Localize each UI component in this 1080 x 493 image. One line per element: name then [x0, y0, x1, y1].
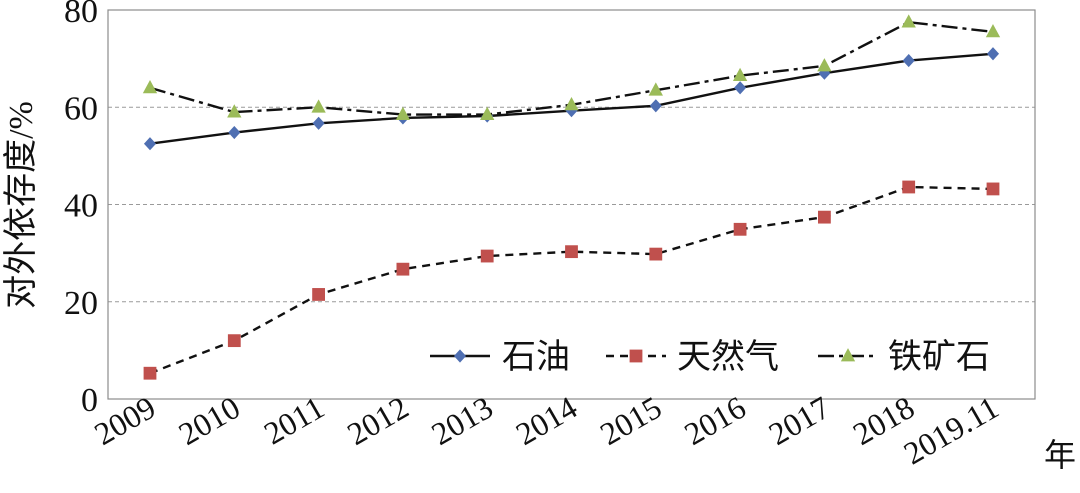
legend-label: 天然气: [677, 338, 779, 376]
data-point: [480, 249, 494, 263]
data-point: [986, 47, 1000, 61]
data-point: [564, 96, 579, 111]
data-point: [734, 81, 747, 95]
data-point: [986, 182, 1000, 196]
y-tick-label: 40: [64, 188, 98, 225]
data-point: [733, 222, 747, 236]
data-point: [818, 210, 831, 224]
data-point: [565, 245, 578, 259]
x-tick-label: 2019.11: [897, 389, 1004, 472]
legend-label: 石油: [502, 338, 570, 376]
data-point: [311, 99, 326, 113]
data-point: [312, 288, 326, 301]
x-tick-label: 2011: [258, 389, 330, 452]
data-point: [227, 334, 241, 348]
series-iron-ore: [142, 14, 1001, 120]
data-point: [228, 125, 241, 140]
data-point: [396, 262, 410, 276]
x-tick-label: 2017: [762, 389, 835, 452]
data-point: [902, 53, 915, 68]
x-axis-label: 年: [1044, 437, 1076, 473]
x-axis-ticks: 2009 2010 2011 2012 2013 2014 2015 2016 2017 2018…: [88, 389, 1004, 472]
series-group: [142, 14, 1001, 380]
data-point: [901, 14, 916, 28]
data-point: [143, 137, 157, 151]
gridlines: [108, 106, 1035, 303]
x-tick-label: 2010: [172, 389, 245, 452]
data-point: [395, 106, 411, 120]
legend-marker: [629, 349, 643, 363]
data-point: [817, 58, 832, 72]
series-line: [149, 185, 994, 375]
x-tick-label: 2012: [341, 389, 414, 452]
data-point: [142, 79, 158, 94]
data-point: [143, 366, 157, 380]
y-tick-label: 20: [64, 285, 98, 322]
data-point: [649, 247, 663, 261]
series-gas: [143, 180, 1000, 380]
y-axis-ticks: 0 20 40 60 80: [64, 0, 98, 419]
y-tick-label: 80: [64, 0, 98, 30]
data-point: [985, 24, 1001, 38]
x-tick-label: 2014: [510, 389, 583, 452]
data-point: [227, 104, 242, 118]
legend-item: 铁矿石: [818, 338, 990, 376]
data-point: [480, 106, 495, 120]
legend-item: 天然气: [606, 338, 779, 376]
x-tick-label: 2009: [88, 389, 161, 452]
plot-area-frame: [107, 9, 1036, 400]
legend-marker: [453, 349, 467, 363]
legend-item: 石油: [430, 338, 570, 376]
data-point: [902, 180, 916, 194]
data-point: [648, 82, 663, 96]
y-axis-label: 对外依存度/%: [2, 101, 40, 309]
legend-marker: [840, 348, 856, 362]
x-tick-label: 2015: [594, 389, 667, 452]
data-point: [649, 99, 662, 113]
y-tick-label: 60: [64, 90, 98, 127]
legend: 石油 天然气 铁矿石: [430, 338, 990, 376]
y-tick-label: 0: [81, 382, 98, 419]
data-point: [312, 116, 325, 130]
legend-label: 铁矿石: [888, 338, 990, 376]
x-tick-label: 2016: [678, 389, 751, 452]
x-tick-label: 2013: [425, 389, 498, 452]
data-point: [732, 67, 748, 82]
